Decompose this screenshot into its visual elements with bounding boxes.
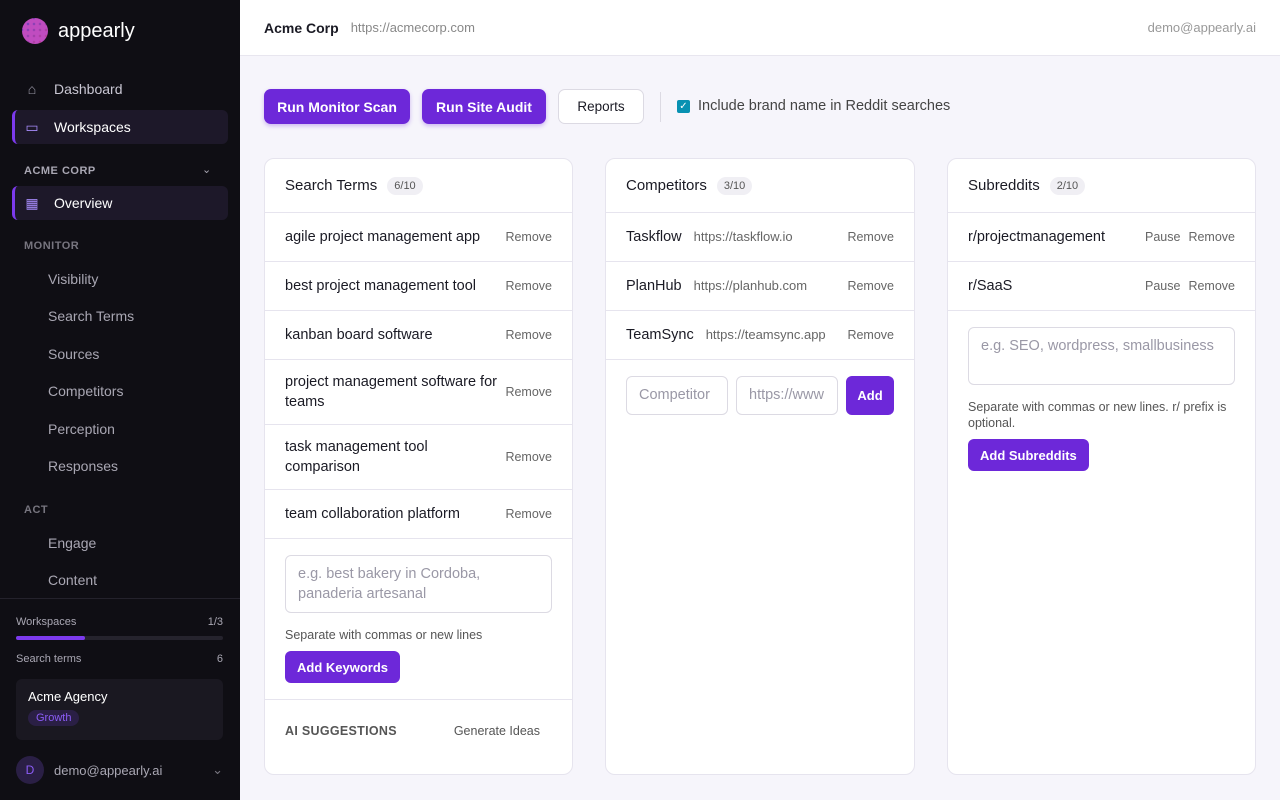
competitor-row: TeamSync https://teamsync.app Remove bbox=[606, 311, 914, 360]
remove-button[interactable]: Remove bbox=[847, 328, 894, 342]
card-title: Competitors bbox=[626, 177, 707, 194]
sidebar-item-responses[interactable]: Responses bbox=[48, 458, 119, 474]
search-term-row: project management software for teams Rem… bbox=[265, 360, 572, 425]
agency-card[interactable]: Acme Agency Growth bbox=[16, 679, 223, 740]
sidebar-item-perception[interactable]: Perception bbox=[48, 421, 115, 437]
sidebar-item-search-terms[interactable]: Search Terms bbox=[48, 308, 135, 324]
sidebar-item-sources[interactable]: Sources bbox=[48, 346, 100, 362]
pause-button[interactable]: Pause bbox=[1145, 230, 1181, 244]
remove-button[interactable]: Remove bbox=[505, 385, 552, 399]
section-monitor: MONITOR bbox=[24, 240, 80, 252]
sidebar: appearly ⌂ Dashboard ▭ Workspaces ACME COR… bbox=[0, 0, 240, 800]
competitors-card: Competitors 3/10 Taskflow https://taskflow… bbox=[605, 158, 915, 775]
company-name: Acme Corp bbox=[264, 19, 339, 36]
card-title: Subreddits bbox=[968, 177, 1040, 194]
hint: Separate with commas or new lines. r/ pr… bbox=[968, 400, 1227, 430]
sidebar-item-competitors[interactable]: Competitors bbox=[48, 383, 124, 399]
competitor-row: Taskflow https://taskflow.io Remove bbox=[606, 213, 914, 262]
sidebar-item-workspaces[interactable]: ▭ Workspaces bbox=[12, 110, 228, 144]
generate-ideas-button[interactable]: Generate Ideas bbox=[453, 724, 540, 738]
remove-button[interactable]: Remove bbox=[505, 279, 552, 293]
sidebar-item-visibility[interactable]: Visibility bbox=[48, 271, 99, 287]
subreddit-row: r/SaaS Pause Remove bbox=[948, 262, 1255, 311]
competitor-name-input[interactable]: Competitor bbox=[626, 376, 728, 415]
header: Acme Corp https://acmecorp.com demo@appe… bbox=[240, 0, 1280, 56]
ai-suggestions-label: AI SUGGESTIONS bbox=[285, 724, 397, 738]
remove-button[interactable]: Remove bbox=[1188, 279, 1235, 293]
usage-search-terms: Search terms 6 bbox=[16, 653, 223, 665]
reports-button[interactable]: Reports bbox=[558, 89, 644, 124]
usage-workspaces: Workspaces 1/3 bbox=[16, 616, 223, 640]
subreddits-input[interactable]: e.g. SEO, wordpress, smallbusiness bbox=[968, 327, 1235, 385]
remove-button[interactable]: Remove bbox=[505, 328, 552, 342]
hint: Separate with commas or new lines bbox=[285, 628, 483, 642]
remove-button[interactable]: Remove bbox=[505, 450, 552, 464]
search-term-row: agile project management app Remove bbox=[265, 213, 572, 262]
home-icon: ⌂ bbox=[27, 81, 37, 97]
user-menu[interactable]: D demo@appearly.ai ⌄ bbox=[16, 756, 223, 784]
run-monitor-scan-button[interactable]: Run Monitor Scan bbox=[264, 89, 410, 124]
chevron-down-icon: ⌄ bbox=[212, 762, 223, 777]
add-competitor-button[interactable]: Add bbox=[846, 376, 894, 415]
count-badge: 6/10 bbox=[387, 176, 423, 195]
sidebar-item-engage[interactable]: Engage bbox=[48, 535, 97, 551]
section-act: ACT bbox=[24, 504, 49, 516]
subreddit-row: r/projectmanagement Pause Remove bbox=[948, 213, 1255, 262]
count-badge: 3/10 bbox=[716, 176, 753, 195]
competitor-url[interactable]: https://taskflow.io bbox=[693, 229, 793, 244]
logo[interactable]: appearly bbox=[22, 18, 135, 44]
competitor-url[interactable]: https://teamsync.app bbox=[705, 327, 826, 342]
workspace-switcher[interactable]: ACME CORP ⌄ bbox=[24, 164, 212, 177]
remove-button[interactable]: Remove bbox=[1188, 230, 1235, 244]
search-term-row: team collaboration platform Remove bbox=[265, 490, 572, 539]
search-terms-card: Search Terms 6/10 agile project managemen… bbox=[264, 158, 573, 775]
sidebar-item-overview[interactable]: ▦ Overview bbox=[12, 186, 228, 220]
add-subreddits-button[interactable]: Add Subreddits bbox=[968, 439, 1089, 471]
workspaces-progress bbox=[16, 636, 223, 640]
grid-icon: ▦ bbox=[25, 195, 39, 211]
brand-name-checkbox[interactable]: ✓ Include brand name in Reddit searches bbox=[677, 98, 950, 114]
remove-button[interactable]: Remove bbox=[847, 279, 894, 293]
folder-icon: ▭ bbox=[25, 119, 39, 135]
subreddits-card: Subreddits 2/10 r/projectmanagement Pause R… bbox=[947, 158, 1256, 775]
chevron-down-icon: ⌄ bbox=[202, 164, 212, 176]
avatar: D bbox=[16, 756, 44, 784]
card-title: Search Terms bbox=[285, 177, 378, 194]
search-term-row: kanban board software Remove bbox=[265, 311, 572, 360]
remove-button[interactable]: Remove bbox=[847, 230, 894, 244]
search-term-row: task management tool comparison Remove bbox=[265, 425, 572, 490]
header-user: demo@appearly.ai bbox=[1147, 20, 1256, 35]
competitor-url[interactable]: https://planhub.com bbox=[693, 278, 808, 293]
checkbox-checked-icon[interactable]: ✓ bbox=[677, 99, 690, 113]
logo-icon bbox=[22, 18, 48, 44]
company-url[interactable]: https://acmecorp.com bbox=[350, 20, 475, 35]
remove-button[interactable]: Remove bbox=[505, 507, 552, 521]
keywords-input[interactable]: e.g. best bakery in Cordoba, panaderia a… bbox=[285, 555, 552, 613]
run-site-audit-button[interactable]: Run Site Audit bbox=[422, 89, 546, 124]
competitor-row: PlanHub https://planhub.com Remove bbox=[606, 262, 914, 311]
add-keywords-button[interactable]: Add Keywords bbox=[285, 651, 401, 683]
sidebar-item-dashboard[interactable]: ⌂ Dashboard bbox=[12, 72, 228, 106]
remove-button[interactable]: Remove bbox=[505, 230, 552, 244]
plan-badge: Growth bbox=[28, 710, 80, 726]
competitor-url-input[interactable]: https://www bbox=[736, 376, 838, 415]
count-badge: 2/10 bbox=[1049, 176, 1086, 195]
pause-button[interactable]: Pause bbox=[1145, 279, 1181, 293]
search-term-row: best project management tool Remove bbox=[265, 262, 572, 311]
sidebar-item-content[interactable]: Content bbox=[48, 572, 98, 588]
